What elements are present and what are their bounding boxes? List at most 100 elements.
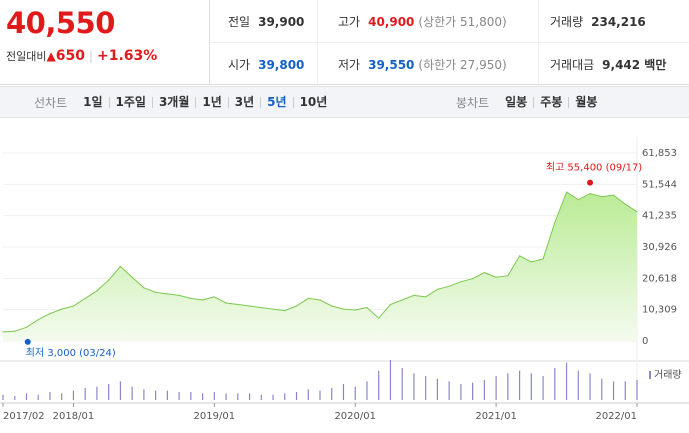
- change-percent: +1.63%: [97, 48, 158, 64]
- x-tick-label: 2020/01: [334, 411, 376, 422]
- volume-bar: [589, 373, 591, 400]
- price-point: [119, 265, 122, 268]
- price-point: [72, 305, 75, 307]
- price-point: [565, 191, 568, 193]
- price-point: [225, 302, 227, 304]
- volume-bar: [530, 373, 532, 400]
- current-price: 40,550: [6, 6, 115, 40]
- price-point: [190, 297, 192, 300]
- period-button-1주일[interactable]: 1주일: [110, 96, 153, 108]
- price-point: [284, 310, 286, 312]
- volume-bar: [636, 380, 638, 400]
- volume-bar: [14, 396, 16, 400]
- y-tick-label: 30,926: [642, 242, 677, 253]
- stat-label: 시가: [228, 58, 251, 72]
- volume-bar: [319, 390, 321, 400]
- candle-button-주봉[interactable]: 주봉: [534, 96, 570, 108]
- price-point: [25, 326, 28, 328]
- price-point: [2, 331, 4, 333]
- volume-bar: [84, 388, 86, 400]
- volume-bar: [354, 386, 356, 400]
- volume-bars: 거래량: [2, 360, 682, 400]
- price-point: [295, 305, 298, 307]
- stat-value: 9,442 백만: [602, 58, 667, 72]
- volume-bar: [143, 389, 145, 400]
- stat-label: 거래량: [550, 15, 584, 29]
- price-point: [248, 305, 251, 307]
- price-point: [96, 290, 98, 292]
- y-tick-label: 20,618: [642, 273, 677, 284]
- price-point: [425, 296, 427, 298]
- volume-bar: [577, 370, 579, 400]
- stat-label: 거래대금: [550, 58, 595, 72]
- volume-bar: [166, 390, 168, 400]
- x-tick-label: 2018/01: [53, 411, 95, 422]
- y-tick-label: 41,235: [642, 211, 677, 222]
- row-divider: [210, 42, 689, 43]
- volume-bar: [248, 393, 251, 400]
- change-row: 전일대비▲650 | +1.63%: [6, 48, 157, 64]
- volume-bar: [108, 384, 110, 400]
- volume-legend: 거래량: [654, 369, 682, 381]
- period-button-3년[interactable]: 3년: [229, 96, 262, 108]
- period-button-1일[interactable]: 1일: [77, 96, 110, 108]
- volume-bar: [378, 370, 380, 400]
- price-point: [49, 313, 51, 315]
- volume-bar: [601, 378, 603, 400]
- col-divider: [538, 0, 539, 84]
- stat-sub: (하한가 27,950): [418, 58, 507, 72]
- volume-bar: [389, 360, 392, 400]
- stat-turnover: 거래대금 9,442 백만: [550, 56, 666, 73]
- price-point: [601, 196, 603, 198]
- stat-value: 39,800: [258, 58, 305, 72]
- price-point: [612, 194, 615, 196]
- volume-bar: [495, 376, 497, 400]
- candle-button-월봉[interactable]: 월봉: [575, 94, 598, 109]
- min-label: 최저 3,000 (03/24): [26, 347, 116, 359]
- price-point: [155, 291, 157, 293]
- price-point: [577, 199, 579, 201]
- max-label: 최고 55,400 (09/17): [546, 162, 642, 174]
- candle-chart-label: 봉차트: [456, 95, 490, 110]
- volume-bar: [37, 394, 39, 400]
- volume-bar: [96, 386, 98, 400]
- volume-bar: [331, 388, 333, 400]
- max-marker: [587, 179, 594, 186]
- price-point: [61, 308, 63, 310]
- change-value: 650: [55, 48, 85, 64]
- volume-bar: [554, 368, 556, 400]
- price-point: [131, 276, 133, 278]
- volume-bar: [542, 376, 544, 400]
- volume-bar: [61, 393, 63, 400]
- volume-bar: [460, 384, 462, 400]
- price-point: [436, 288, 439, 290]
- price-area: [2, 191, 638, 341]
- price-point: [460, 281, 462, 283]
- volume-bar: [72, 390, 75, 400]
- price-point: [378, 317, 380, 319]
- price-point: [319, 299, 321, 301]
- area-fill: [3, 192, 637, 341]
- period-button-1년[interactable]: 1년: [196, 96, 229, 108]
- volume-bar: [436, 378, 439, 400]
- volume-legend-swatch: [649, 371, 651, 379]
- x-tick-label: 2021/01: [475, 411, 517, 422]
- period-button-3개월[interactable]: 3개월: [153, 96, 197, 108]
- volume-bar: [201, 393, 204, 400]
- stat-value: 234,216: [591, 15, 646, 29]
- volume-bar: [155, 390, 157, 400]
- x-tick-label: 2022/01: [595, 411, 637, 422]
- stat-sub: (상한가 51,800): [418, 15, 507, 29]
- period-button-5년[interactable]: 5년: [261, 96, 294, 108]
- volume-bar: [178, 392, 180, 400]
- period-button-10년[interactable]: 10년: [299, 94, 328, 109]
- x-tick-label: 2017/02: [3, 411, 45, 422]
- volume-bar: [425, 376, 427, 400]
- price-point: [178, 294, 180, 297]
- candle-button-일봉[interactable]: 일봉: [499, 96, 535, 108]
- price-point: [472, 278, 474, 280]
- stat-high: 고가 40,900 (상한가 51,800): [338, 13, 507, 30]
- price-point: [589, 192, 591, 195]
- candle-chart-periods: 봉차트 일봉 주봉 월봉: [456, 87, 603, 117]
- price-point: [108, 279, 110, 281]
